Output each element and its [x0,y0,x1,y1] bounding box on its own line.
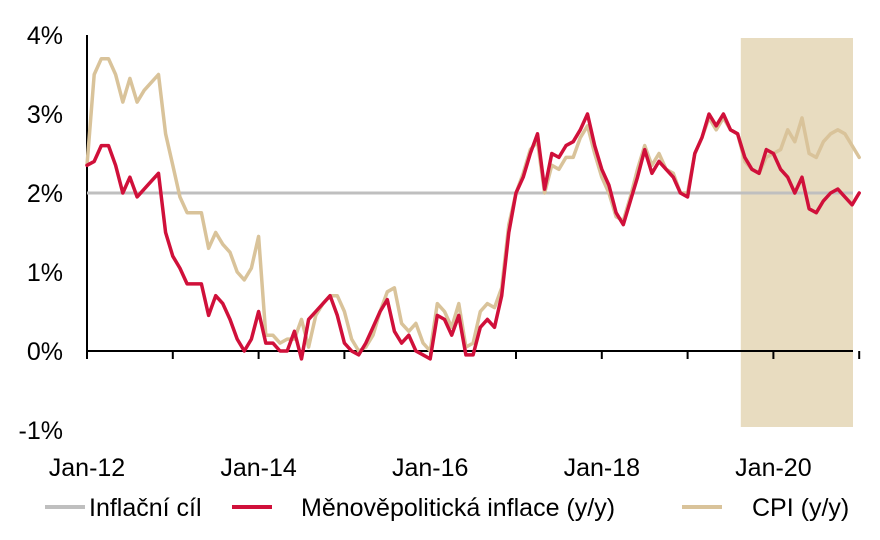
legend-label-monetary: Měnověpolitická inflace (y/y) [301,494,615,522]
legend: Inflační cíl Měnověpolitická inflace (y/y… [45,494,849,522]
x-tick-label: Jan-12 [49,454,125,482]
y-tick-label: 2% [27,180,63,208]
y-tick-label: -1% [19,417,63,445]
series-line-monetary [85,112,861,361]
y-tick-label: 3% [27,101,63,129]
y-tick-label: 1% [27,259,63,287]
highlight-region [740,38,853,427]
legend-label-cpi: CPI (y/y) [752,494,849,522]
x-tick-label: Jan-16 [392,454,468,482]
legend-label-target: Inflační cíl [89,494,202,522]
y-tick-label: 0% [27,338,63,366]
series-lines [85,56,861,361]
y-axis-tick-labels: 4% 3% 2% 1% 0% -1% [19,22,63,445]
x-tick-label: Jan-18 [564,454,640,482]
x-axis-tick-labels: Jan-12 Jan-14 Jan-16 Jan-18 Jan-20 [49,454,812,482]
y-tick-label: 4% [27,22,63,50]
x-tick-label: Jan-14 [220,454,297,482]
x-tick-label: Jan-20 [735,454,811,482]
